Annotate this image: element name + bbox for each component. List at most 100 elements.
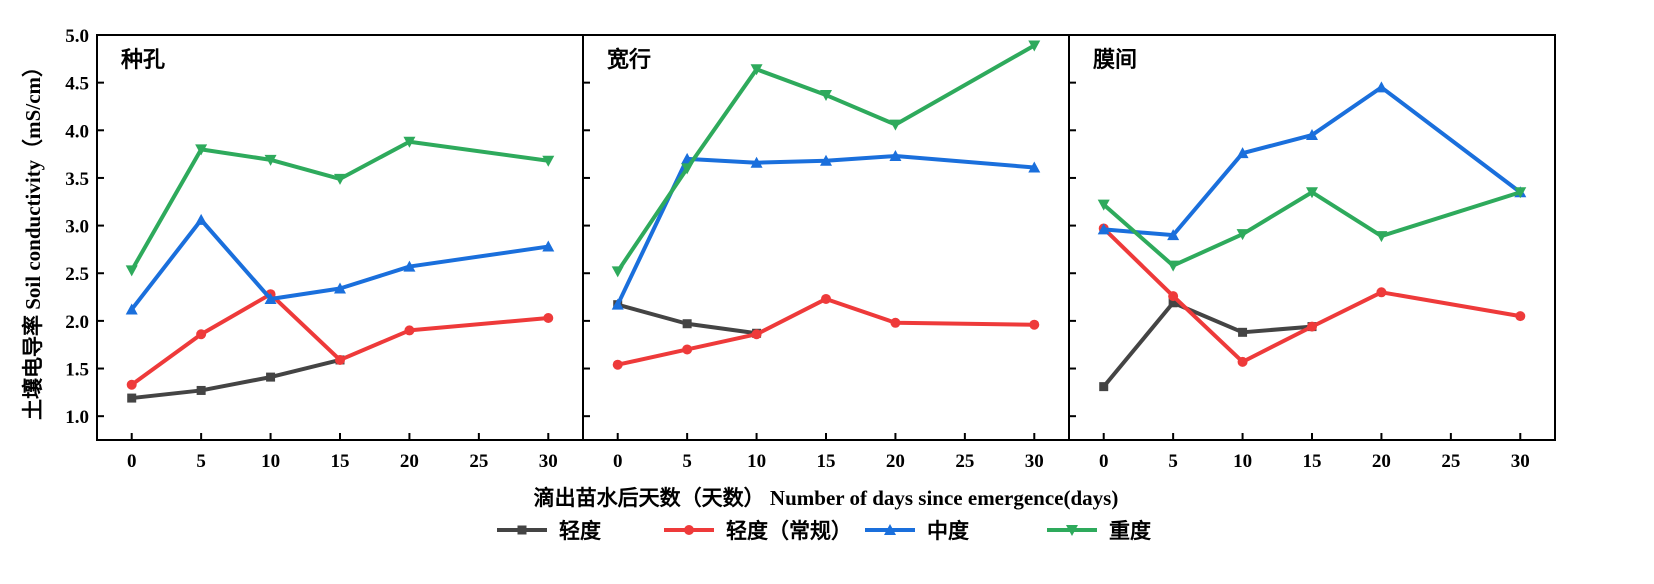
data-point: [403, 136, 416, 148]
data-point: [335, 354, 345, 365]
data-point: [820, 90, 832, 102]
y-tick-label: 4.5: [65, 74, 89, 95]
data-point: [127, 393, 137, 403]
data-point: [682, 319, 692, 329]
x-tick-label: 30: [1025, 451, 1044, 472]
data-point: [543, 313, 554, 324]
data-point: [266, 372, 276, 382]
data-point: [1028, 40, 1041, 52]
data-point: [403, 260, 416, 272]
x-tick-label: 25: [469, 451, 488, 472]
series-line-重度: [1102, 190, 1521, 268]
x-tick-label: 0: [127, 451, 137, 472]
data-point: [542, 155, 555, 167]
x-tick-label: 15: [331, 451, 350, 472]
data-point: [1306, 129, 1318, 141]
data-point: [821, 293, 831, 304]
panel-1: 种孔 0 5 10 15 20 25 30 1.0 1.5 2.0 2.5 3.0 3.5 4.0 4.5 5.…: [65, 26, 584, 472]
data-point: [1236, 229, 1249, 241]
data-point: [751, 329, 762, 340]
x-tick-label: 20: [400, 451, 419, 472]
data-point: [1375, 81, 1388, 93]
legend-marker: [517, 525, 527, 535]
y-tick-label: 4.0: [65, 121, 89, 142]
data-point: [125, 265, 138, 277]
x-tick-label: 5: [196, 451, 206, 472]
series-line-重度: [129, 139, 549, 272]
x-tick-label: 5: [1168, 451, 1178, 472]
series-line-轻度: [1102, 300, 1313, 388]
y-tick-label: 1.0: [65, 407, 89, 428]
legend-label: 重度: [1109, 519, 1151, 543]
series-line-轻度（常规）: [1102, 227, 1521, 364]
data-point: [1236, 147, 1249, 159]
data-point: [1237, 356, 1248, 367]
data-point: [1375, 231, 1388, 243]
y-axis-label: 土壤电导率 Soil conductivity（mS/cm）: [21, 56, 45, 420]
y-tick-label: 3.5: [65, 169, 89, 190]
legend-marker: [884, 524, 896, 535]
data-point: [1097, 199, 1110, 211]
x-tick-label: 30: [1511, 451, 1530, 472]
data-point: [404, 325, 415, 336]
data-point: [681, 163, 694, 175]
data-point: [682, 344, 693, 355]
legend-marker: [684, 525, 694, 535]
data-point: [612, 359, 623, 370]
series-line-轻度（常规）: [617, 296, 1035, 367]
panel-frame: [96, 34, 584, 441]
x-tick-label: 15: [817, 451, 836, 472]
x-tick-label: 20: [886, 451, 905, 472]
legend: 轻度 轻度（常规） 中度 重度: [497, 519, 1151, 543]
x-tick-label: 20: [1372, 451, 1391, 472]
data-point: [196, 385, 206, 395]
data-point: [196, 329, 207, 340]
data-point: [611, 298, 624, 310]
data-point: [889, 150, 902, 162]
data-point: [334, 282, 346, 294]
y-tick-label: 5.0: [65, 26, 89, 47]
series-line-中度: [1103, 85, 1522, 238]
data-point: [125, 303, 138, 315]
series-line-轻度: [617, 302, 757, 336]
data-point: [750, 156, 763, 168]
data-point: [1515, 311, 1526, 322]
data-point: [1514, 187, 1527, 199]
y-tick-label: 3.0: [65, 217, 89, 238]
data-point: [1307, 321, 1317, 332]
data-point: [264, 154, 277, 166]
x-tick-label: 15: [1303, 451, 1322, 472]
x-tick-label: 30: [539, 451, 558, 472]
data-point: [264, 292, 277, 304]
data-point: [1238, 327, 1248, 337]
series-line-轻度（常规）: [130, 292, 549, 387]
y-tick-label: 2.5: [65, 264, 89, 285]
series-line-重度: [616, 43, 1036, 273]
data-point: [542, 240, 555, 252]
data-point: [1376, 287, 1387, 298]
data-point: [750, 64, 763, 76]
panel-title: 膜间: [1093, 47, 1137, 72]
panel-2: 宽行 0 5 10 15 20 25 30: [582, 34, 1070, 472]
data-point: [1167, 260, 1180, 272]
data-point: [195, 213, 208, 225]
x-tick-label: 10: [261, 451, 280, 472]
legend-label: 轻度: [559, 519, 601, 543]
data-point: [195, 144, 208, 156]
series-line-轻度: [131, 358, 341, 401]
panel-title: 宽行: [607, 47, 651, 72]
legend-label: 轻度（常规）: [726, 519, 852, 543]
data-point: [889, 119, 902, 131]
data-point: [611, 266, 624, 278]
legend-marker: [1066, 525, 1078, 536]
data-point: [1028, 161, 1041, 173]
x-tick-label: 0: [1099, 451, 1109, 472]
data-point: [1099, 382, 1109, 392]
data-point: [1167, 229, 1180, 241]
data-point: [126, 379, 137, 390]
data-point: [1029, 319, 1040, 330]
x-tick-label: 10: [1233, 451, 1252, 472]
panel-title: 种孔: [121, 47, 165, 72]
x-tick-label: 10: [747, 451, 766, 472]
